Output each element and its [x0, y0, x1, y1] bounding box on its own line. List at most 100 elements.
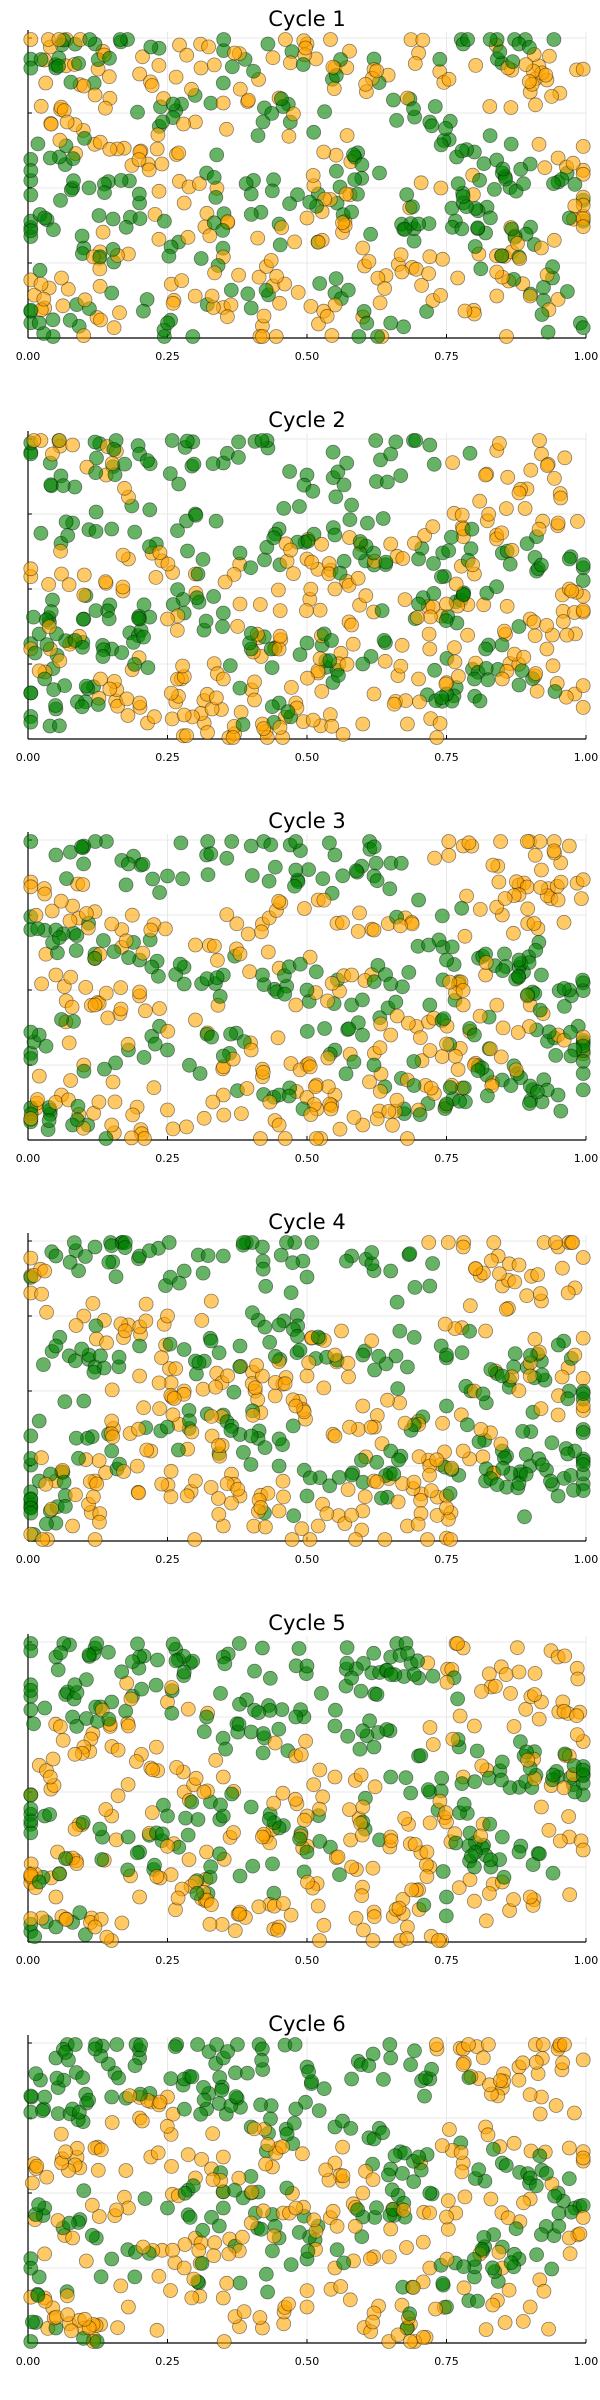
green-point — [37, 671, 53, 687]
orange-point — [310, 1898, 326, 1914]
orange-point — [246, 2121, 262, 2137]
orange-point — [149, 2322, 165, 2338]
orange-point — [242, 964, 258, 980]
green-point — [288, 834, 304, 849]
x-tick-label: 1.00 — [574, 1954, 599, 1967]
green-point — [352, 534, 368, 549]
orange-point — [163, 1489, 179, 1505]
orange-point — [516, 649, 532, 665]
green-point — [23, 834, 39, 849]
green-point — [479, 1088, 495, 1104]
green-point — [315, 871, 331, 887]
orange-point — [328, 147, 344, 163]
green-point — [528, 943, 544, 958]
orange-point — [169, 1760, 185, 1775]
orange-point — [312, 1801, 327, 1817]
orange-point — [93, 312, 108, 328]
green-point — [408, 433, 424, 448]
orange-point — [522, 2299, 538, 2315]
orange-point — [367, 1779, 383, 1795]
green-point — [59, 871, 74, 886]
orange-point — [358, 76, 374, 92]
orange-point — [372, 1084, 388, 1099]
orange-point — [342, 43, 357, 59]
orange-point — [422, 1467, 437, 1483]
green-point — [198, 613, 214, 629]
green-point — [316, 2081, 332, 2097]
orange-point — [574, 891, 589, 906]
orange-point — [199, 1844, 215, 1860]
orange-point — [91, 2209, 107, 2224]
green-point — [291, 1641, 307, 1656]
green-point — [182, 2209, 198, 2225]
green-point — [33, 525, 49, 541]
green-point — [290, 187, 305, 203]
orange-point — [575, 2210, 591, 2225]
green-point — [263, 837, 279, 853]
orange-point — [528, 97, 543, 113]
x-tick-label: 1.00 — [574, 751, 599, 764]
green-point — [173, 835, 189, 851]
green-point — [406, 1330, 422, 1345]
x-tick-label: 0.50 — [295, 2355, 320, 2368]
green-point — [277, 986, 293, 1002]
orange-point — [87, 87, 103, 103]
green-point — [58, 514, 74, 530]
orange-point — [277, 1131, 293, 1146]
green-point — [406, 101, 421, 117]
orange-point — [575, 872, 591, 888]
orange-point — [60, 2307, 75, 2323]
green-point — [547, 684, 563, 699]
orange-point — [288, 2200, 304, 2216]
orange-point — [244, 2184, 260, 2200]
green-point — [87, 434, 103, 450]
orange-point — [38, 75, 54, 91]
orange-point — [287, 1791, 303, 1807]
orange-point — [362, 2251, 378, 2267]
orange-point — [539, 458, 555, 473]
orange-point — [215, 95, 231, 111]
green-point — [443, 529, 459, 545]
green-point — [317, 1021, 333, 1036]
orange-point — [303, 298, 319, 314]
orange-point — [134, 2113, 150, 2129]
green-point — [372, 165, 387, 181]
green-point — [473, 261, 489, 277]
green-point — [243, 1457, 259, 1472]
orange-point — [296, 1812, 312, 1828]
green-point — [243, 1799, 259, 1815]
orange-point — [450, 1062, 466, 1077]
orange-point — [487, 1678, 503, 1694]
orange-point — [232, 596, 248, 612]
orange-point — [41, 577, 56, 592]
orange-point — [528, 2054, 544, 2070]
green-point — [223, 1423, 239, 1438]
green-point — [481, 1770, 497, 1786]
orange-point — [520, 834, 535, 849]
orange-point — [417, 528, 433, 543]
green-point — [401, 965, 417, 980]
orange-point — [527, 1687, 542, 1702]
orange-point — [76, 78, 92, 94]
green-point — [522, 1096, 537, 1111]
orange-point — [203, 1897, 219, 1913]
green-point — [57, 1394, 73, 1410]
orange-point — [68, 1318, 84, 1333]
orange-point — [350, 570, 366, 586]
green-point — [410, 1653, 426, 1669]
points — [23, 834, 591, 1146]
green-point — [75, 2070, 91, 2086]
green-point — [28, 2066, 44, 2082]
green-point — [254, 433, 270, 448]
green-point — [263, 2111, 278, 2127]
orange-point — [236, 2304, 252, 2320]
green-point — [450, 1691, 466, 1707]
green-point — [185, 329, 201, 344]
orange-point — [202, 1916, 218, 1932]
green-point — [127, 657, 143, 672]
green-point — [257, 1319, 273, 1335]
green-point — [203, 1859, 219, 1875]
orange-point — [234, 2229, 250, 2245]
orange-point — [37, 2246, 52, 2262]
orange-point — [396, 2202, 412, 2218]
